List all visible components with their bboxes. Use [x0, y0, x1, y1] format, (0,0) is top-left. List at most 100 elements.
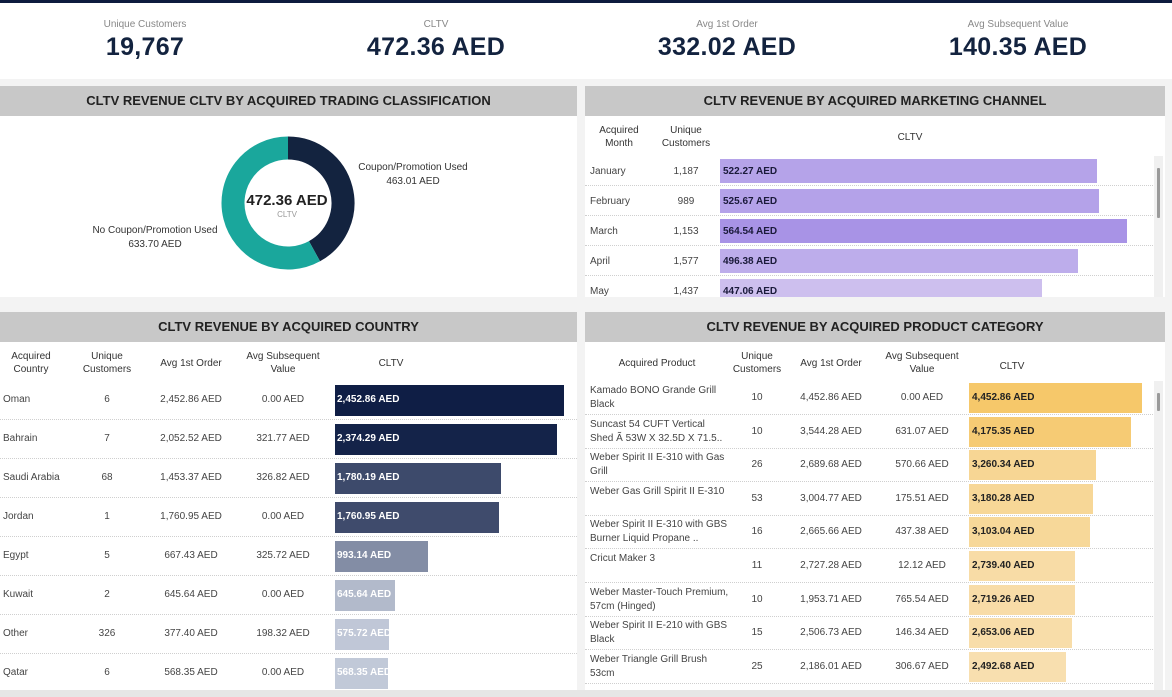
cell-month: May: [590, 286, 609, 297]
cltv-bar[interactable]: [720, 159, 1097, 183]
slice-name: Coupon/Promotion Used: [358, 162, 468, 173]
cell-month: February: [590, 196, 631, 207]
cell-customers: 1,437: [673, 286, 699, 297]
country-rows: Oman 6 2,452.86 AED 0.00 AED 2,452.86 AED Bah…: [0, 381, 577, 697]
cltv-bar[interactable]: [335, 619, 389, 650]
cell-product: Weber Triangle Grill Brush 53cm: [590, 654, 708, 679]
kpi-avg-subsequent-value: Avg Subsequent Value 140.35 AED: [873, 3, 1163, 79]
cltv-bar[interactable]: [335, 541, 428, 572]
table-row[interactable]: Oman 6 2,452.86 AED 0.00 AED 2,452.86 AED: [0, 381, 577, 420]
cell-avg-first-order: 377.40 AED: [164, 628, 218, 639]
kpi-value: 472.36 AED: [366, 33, 506, 61]
cltv-bar-label: 3,103.04 AED: [972, 526, 1035, 537]
donut-chart[interactable]: [0, 116, 577, 297]
cltv-bar[interactable]: [969, 585, 1075, 615]
cltv-bar-label: 2,452.86 AED: [337, 394, 400, 405]
table-row[interactable]: March 1,153 564.54 AED: [585, 216, 1155, 246]
header-avg-first-order: Avg 1st Order: [160, 358, 222, 369]
cell-customers: 1,153: [673, 226, 699, 237]
cell-avg-subsequent: 0.00 AED: [261, 511, 305, 522]
table-row[interactable]: Kuwait 2 645.64 AED 0.00 AED 645.64 AED: [0, 576, 577, 615]
cell-customers: 1: [104, 511, 110, 522]
cell-avg-first-order: 2,506.73 AED: [800, 627, 862, 638]
product-rows: Kamado BONO Grande Grill Black 10 4,452.86…: [585, 381, 1155, 697]
cltv-bar[interactable]: [335, 385, 564, 416]
cell-product: Weber Spirit II E-210 with GBS Black: [590, 620, 728, 645]
cltv-bar[interactable]: [969, 551, 1075, 581]
cltv-bar[interactable]: [720, 219, 1127, 243]
table-row[interactable]: Egypt 5 667.43 AED 325.72 AED 993.14 AED: [0, 537, 577, 576]
table-row[interactable]: Weber Spirit II E-310 with GBS Burner Li…: [585, 515, 1155, 549]
cltv-bar-label: 447.06 AED: [723, 286, 778, 297]
cell-avg-subsequent: 175.51 AED: [895, 493, 949, 504]
donut-slice-no-coupon[interactable]: [221, 136, 321, 270]
scrollbar-thumb[interactable]: [1157, 393, 1160, 411]
table-row[interactable]: Saudi Arabia 68 1,453.37 AED 326.82 AED 1,78…: [0, 459, 577, 498]
table-row[interactable]: Weber Spirit II E-210 with GBS Black 15 2,…: [585, 616, 1155, 650]
table-row[interactable]: February 989 525.67 AED: [585, 186, 1155, 216]
scrollbar-thumb[interactable]: [1157, 168, 1160, 218]
table-row[interactable]: Suncast 54 CUFT Vertical Shed Ã 53W X 32…: [585, 415, 1155, 449]
cltv-bar[interactable]: [720, 249, 1078, 273]
cell-avg-subsequent: 570.66 AED: [895, 459, 949, 470]
cell-customers: 68: [101, 472, 113, 483]
slice-label-no-coupon: No Coupon/Promotion Used 633.70 AED: [82, 224, 228, 252]
cell-country: Jordan: [3, 511, 34, 522]
table-row[interactable]: Jordan 1 1,760.95 AED 0.00 AED 1,760.95 AED: [0, 498, 577, 537]
cell-customers: 25: [751, 661, 763, 672]
cltv-bar[interactable]: [335, 424, 557, 455]
table-row[interactable]: Bahrain 7 2,052.52 AED 321.77 AED 2,374.29 A…: [0, 420, 577, 459]
cltv-bar[interactable]: [969, 450, 1096, 480]
cltv-bar[interactable]: [720, 189, 1099, 213]
cltv-bar[interactable]: [335, 658, 388, 689]
cell-avg-subsequent: 0.00 AED: [261, 667, 305, 678]
kpi-value: 140.35 AED: [948, 33, 1088, 61]
cltv-bar-label: 2,739.40 AED: [972, 560, 1035, 571]
table-row[interactable]: Cricut Maker 3 11 2,727.28 AED 12.12 AED 2,7…: [585, 549, 1155, 583]
donut-slice-coupon[interactable]: [287, 136, 355, 262]
table-row[interactable]: Weber Triangle Grill Brush 53cm 25 2,186.0…: [585, 650, 1155, 684]
slice-value: 633.70 AED: [128, 239, 182, 250]
table-row[interactable]: Weber Spirit II E-310 with Gas Grill 26 2,…: [585, 448, 1155, 482]
kpi-label: Unique Customers: [103, 19, 187, 30]
cltv-bar[interactable]: [969, 383, 1142, 413]
table-row[interactable]: April 1,577 496.38 AED: [585, 246, 1155, 276]
cell-customers: 11: [751, 560, 763, 571]
cltv-bar[interactable]: [335, 502, 499, 533]
table-row[interactable]: Weber Master-Touch Premium, 57cm (Hinged…: [585, 583, 1155, 617]
cell-customers: 16: [751, 526, 763, 537]
marketing-rows: January 1,187 522.27 AED February 989 525.67 …: [585, 156, 1155, 297]
cell-avg-subsequent: 437.38 AED: [895, 526, 949, 537]
table-row[interactable]: Other 326 377.40 AED 198.32 AED 575.72 AED: [0, 615, 577, 654]
product-scrollbar[interactable]: [1154, 381, 1163, 697]
cltv-bar[interactable]: [335, 580, 395, 611]
cltv-bar[interactable]: [720, 279, 1042, 297]
cltv-bar[interactable]: [969, 618, 1072, 648]
table-row[interactable]: Weber Gas Grill Spirit II E-310 53 3,004.7…: [585, 482, 1155, 516]
cltv-bar[interactable]: [969, 417, 1131, 447]
donut-center-value: 472.36 AED: [246, 192, 328, 209]
cell-customers: 5: [104, 550, 110, 561]
cltv-bar[interactable]: [969, 517, 1090, 547]
cltv-bar-label: 522.27 AED: [723, 166, 778, 177]
header-unique-customers: Unique Customers: [661, 125, 711, 149]
kpi-value: 19,767: [105, 33, 185, 61]
cltv-bar[interactable]: [969, 484, 1093, 514]
cell-avg-first-order: 2,727.28 AED: [800, 560, 862, 571]
cell-customers: 1,187: [673, 166, 699, 177]
marketing-scrollbar[interactable]: [1154, 156, 1163, 297]
cltv-bar[interactable]: [969, 652, 1066, 682]
cltv-bar[interactable]: [335, 463, 501, 494]
table-row[interactable]: January 1,187 522.27 AED: [585, 156, 1155, 186]
cell-customers: 2: [104, 589, 110, 600]
table-row[interactable]: Kamado BONO Grande Grill Black 10 4,452.86…: [585, 381, 1155, 415]
cltv-bar-label: 2,653.06 AED: [972, 627, 1035, 638]
table-row[interactable]: Qatar 6 568.35 AED 0.00 AED 568.35 AED: [0, 654, 577, 693]
panel-title: CLTV REVENUE BY ACQUIRED COUNTRY: [0, 312, 577, 342]
cell-avg-subsequent: 321.77 AED: [256, 433, 310, 444]
header-cltv: CLTV: [897, 132, 923, 143]
cell-month: January: [590, 166, 626, 177]
cell-avg-subsequent: 326.82 AED: [256, 472, 310, 483]
kpi-strip: Unique Customers 19,767 CLTV 472.36 AED …: [0, 3, 1172, 79]
table-row[interactable]: May 1,437 447.06 AED: [585, 276, 1155, 297]
